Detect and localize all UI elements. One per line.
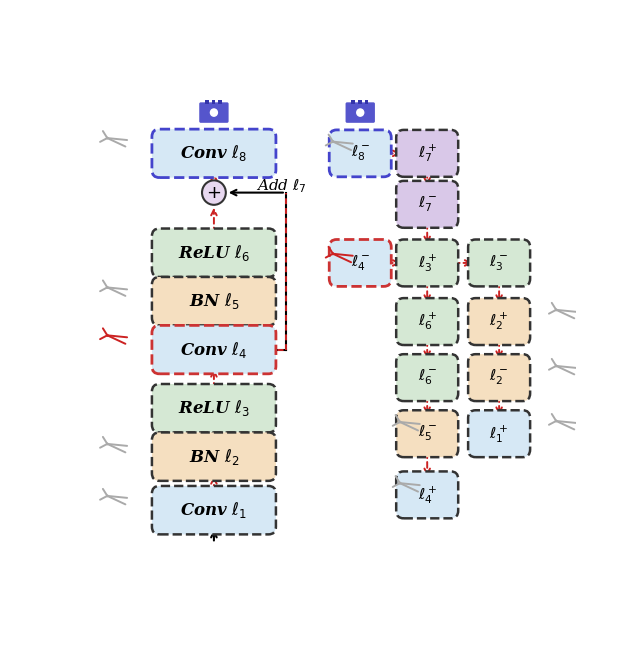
FancyBboxPatch shape xyxy=(205,99,209,104)
Circle shape xyxy=(555,365,557,367)
FancyBboxPatch shape xyxy=(468,298,530,345)
Circle shape xyxy=(332,140,334,143)
FancyBboxPatch shape xyxy=(396,354,458,401)
Circle shape xyxy=(399,482,401,485)
Circle shape xyxy=(399,420,401,424)
Circle shape xyxy=(106,286,109,289)
Text: $\ell_6^+$: $\ell_6^+$ xyxy=(417,310,437,332)
FancyBboxPatch shape xyxy=(396,471,458,518)
FancyBboxPatch shape xyxy=(396,410,458,457)
FancyBboxPatch shape xyxy=(396,181,458,228)
Text: $\ell_6^-$: $\ell_6^-$ xyxy=(417,368,437,387)
Text: $\ell_3^-$: $\ell_3^-$ xyxy=(490,253,509,273)
Text: $\ell_4^+$: $\ell_4^+$ xyxy=(417,484,437,506)
Text: BN $\ell_2$: BN $\ell_2$ xyxy=(189,447,239,467)
Text: $\ell_2^+$: $\ell_2^+$ xyxy=(490,310,509,332)
FancyBboxPatch shape xyxy=(329,130,391,177)
Text: Add $\ell_7$: Add $\ell_7$ xyxy=(256,177,307,195)
Text: Conv $\ell_8$: Conv $\ell_8$ xyxy=(180,144,248,164)
Circle shape xyxy=(555,420,557,422)
Text: $\ell_4^-$: $\ell_4^-$ xyxy=(351,253,370,273)
FancyBboxPatch shape xyxy=(152,384,276,432)
Text: $\ell_8^-$: $\ell_8^-$ xyxy=(351,144,370,163)
FancyBboxPatch shape xyxy=(152,129,276,177)
Text: $\ell_1^+$: $\ell_1^+$ xyxy=(490,423,509,445)
Circle shape xyxy=(555,308,557,311)
FancyBboxPatch shape xyxy=(218,99,222,104)
FancyBboxPatch shape xyxy=(152,326,276,374)
FancyBboxPatch shape xyxy=(468,240,530,287)
Circle shape xyxy=(332,252,334,256)
Circle shape xyxy=(355,107,365,118)
Circle shape xyxy=(106,495,109,497)
FancyBboxPatch shape xyxy=(152,228,276,277)
FancyBboxPatch shape xyxy=(329,240,391,287)
FancyBboxPatch shape xyxy=(152,277,276,326)
Text: ReLU $\ell_6$: ReLU $\ell_6$ xyxy=(178,243,250,263)
FancyBboxPatch shape xyxy=(468,354,530,401)
Text: Conv $\ell_4$: Conv $\ell_4$ xyxy=(180,340,248,359)
FancyBboxPatch shape xyxy=(396,240,458,287)
Text: BN $\ell_5$: BN $\ell_5$ xyxy=(189,291,239,311)
Text: $\ell_7^-$: $\ell_7^-$ xyxy=(417,195,437,214)
FancyBboxPatch shape xyxy=(152,486,276,534)
Circle shape xyxy=(209,107,219,118)
FancyBboxPatch shape xyxy=(346,103,375,123)
FancyBboxPatch shape xyxy=(212,99,216,104)
Circle shape xyxy=(106,442,109,446)
Text: $\ell_3^+$: $\ell_3^+$ xyxy=(417,252,437,274)
Text: $\ell_7^+$: $\ell_7^+$ xyxy=(417,142,437,164)
FancyBboxPatch shape xyxy=(199,103,228,123)
FancyBboxPatch shape xyxy=(152,432,276,481)
FancyBboxPatch shape xyxy=(396,130,458,177)
FancyBboxPatch shape xyxy=(365,99,369,104)
FancyBboxPatch shape xyxy=(351,99,355,104)
FancyBboxPatch shape xyxy=(468,410,530,457)
Circle shape xyxy=(106,136,109,140)
Text: Conv $\ell_1$: Conv $\ell_1$ xyxy=(180,500,248,520)
FancyBboxPatch shape xyxy=(358,99,362,104)
Text: ReLU $\ell_3$: ReLU $\ell_3$ xyxy=(178,399,250,418)
Text: $\ell_2^-$: $\ell_2^-$ xyxy=(490,368,509,387)
Circle shape xyxy=(106,334,109,337)
FancyBboxPatch shape xyxy=(396,298,458,345)
Text: $+$: $+$ xyxy=(206,183,221,202)
Circle shape xyxy=(202,180,226,205)
Text: $\ell_5^-$: $\ell_5^-$ xyxy=(417,424,437,444)
